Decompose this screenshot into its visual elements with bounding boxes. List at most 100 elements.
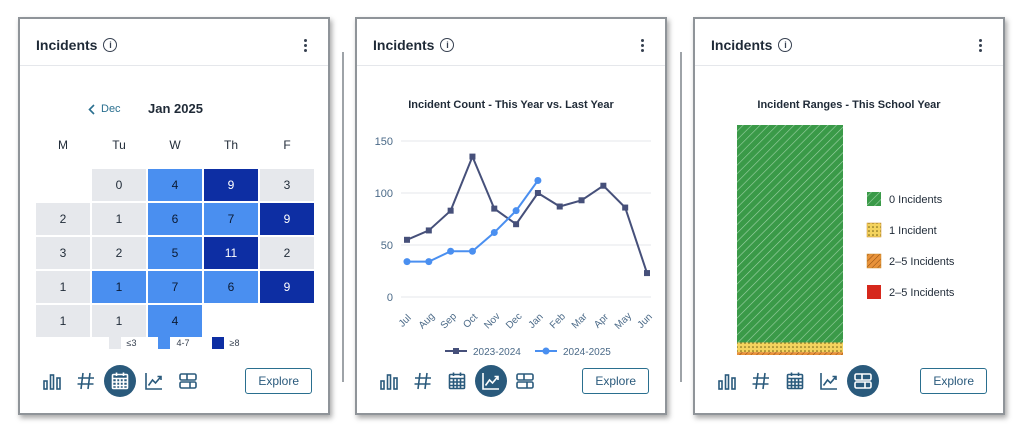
range-icon [179, 373, 197, 389]
range-segment[interactable] [737, 125, 843, 343]
x-tick-label: Oct [461, 312, 480, 331]
data-point[interactable] [468, 247, 476, 255]
data-point[interactable] [469, 153, 476, 160]
view-bar-chart-button[interactable] [373, 365, 405, 397]
more-menu-icon[interactable] [973, 33, 987, 57]
calendar-day-cell[interactable]: 9 [204, 169, 258, 201]
data-point[interactable] [600, 182, 607, 189]
view-calendar-button[interactable] [104, 365, 136, 397]
data-point[interactable] [425, 227, 432, 234]
view-line-chart-button[interactable] [813, 365, 845, 397]
calendar-day-cell[interactable]: 6 [148, 203, 202, 235]
data-point[interactable] [556, 203, 563, 210]
weekday-header: Tu [112, 138, 126, 152]
data-point[interactable] [404, 236, 410, 243]
info-icon[interactable]: i [103, 38, 118, 52]
card-header: Incidents i [373, 33, 651, 57]
data-point[interactable] [425, 258, 433, 266]
range-segment[interactable] [737, 342, 843, 353]
range-icon [854, 373, 872, 389]
data-point[interactable] [513, 221, 520, 228]
data-point[interactable] [622, 204, 629, 211]
view-bar-chart-button[interactable] [711, 365, 743, 397]
legend-swatch [867, 285, 881, 299]
range-segment[interactable] [737, 352, 843, 355]
legend-item: 4-7 [158, 337, 190, 349]
calendar-day-cell[interactable]: 2 [36, 203, 90, 235]
card-title: Incidents [36, 37, 98, 53]
range-icon [516, 373, 534, 389]
explore-button[interactable]: Explore [920, 368, 987, 394]
view-calendar-button[interactable] [441, 365, 473, 397]
view-calendar-button[interactable] [779, 365, 811, 397]
more-menu-icon[interactable] [635, 33, 649, 57]
calendar-day-cell[interactable]: 1 [36, 305, 90, 337]
calendar-day-cell[interactable]: 3 [36, 237, 90, 269]
calendar-day-cell[interactable]: 7 [204, 203, 258, 235]
data-point[interactable] [512, 207, 520, 215]
data-point[interactable] [447, 207, 454, 214]
weekday-header: M [58, 138, 68, 152]
calendar-day-cell[interactable]: 5 [148, 237, 202, 269]
legend-swatch [108, 337, 121, 349]
range-chart: 0 Incidents 1 Incident 2–5 Incidents 2–5 In… [737, 125, 955, 355]
chevron-left-icon [88, 103, 95, 115]
data-point[interactable] [578, 197, 585, 204]
calendar-day-cell[interactable]: 9 [260, 203, 314, 235]
view-hash-button[interactable] [407, 365, 439, 397]
view-line-chart-button[interactable] [138, 365, 170, 397]
calendar-day-cell[interactable]: 7 [148, 271, 202, 303]
x-tick-label: Jul [397, 313, 414, 330]
bar-chart-icon [43, 374, 61, 390]
calendar-empty-cell [260, 305, 314, 337]
x-tick-label: Apr [592, 311, 611, 330]
view-hash-button[interactable] [745, 365, 777, 397]
data-point[interactable] [491, 205, 498, 212]
data-point[interactable] [534, 177, 542, 185]
calendar-day-cell[interactable]: 3 [260, 169, 314, 201]
info-icon[interactable]: i [440, 38, 455, 52]
calendar-day-cell[interactable]: 11 [204, 237, 258, 269]
view-hash-button[interactable] [70, 365, 102, 397]
more-menu-icon[interactable] [298, 33, 312, 57]
explore-button[interactable]: Explore [245, 368, 312, 394]
legend-label: 4-7 [176, 338, 190, 348]
data-point[interactable] [490, 229, 498, 237]
calendar-day-cell[interactable]: 2 [92, 237, 146, 269]
y-tick-label: 100 [375, 188, 393, 200]
data-point[interactable] [534, 190, 541, 196]
prev-month-button[interactable]: Dec [88, 103, 121, 115]
calendar-day-cell[interactable]: 0 [92, 169, 146, 201]
view-range-button[interactable] [847, 365, 879, 397]
header-divider [357, 65, 665, 66]
legend-label: 2–5 Incidents [889, 287, 955, 299]
x-tick-label: Aug [417, 311, 437, 331]
calendar-day-cell[interactable]: 4 [148, 169, 202, 201]
data-point[interactable] [447, 247, 455, 255]
calendar-day-cell[interactable]: 2 [260, 237, 314, 269]
data-point[interactable] [403, 258, 411, 266]
card-footer: Explore [373, 365, 649, 397]
view-bar-chart-button[interactable] [36, 365, 68, 397]
calendar-day-cell[interactable]: 1 [92, 271, 146, 303]
x-tick-label: Jan [527, 312, 546, 331]
data-point[interactable] [644, 270, 650, 277]
info-icon[interactable]: i [778, 38, 793, 52]
calendar-day-cell[interactable]: 4 [148, 305, 202, 337]
calendar-day-cell[interactable]: 1 [92, 203, 146, 235]
header-divider [20, 65, 328, 66]
view-range-button[interactable] [172, 365, 204, 397]
hash-icon [414, 372, 431, 390]
view-range-button[interactable] [509, 365, 541, 397]
hash-icon [77, 372, 94, 390]
calendar-day-cell[interactable]: 9 [260, 271, 314, 303]
line-chart: 0 50 100 150 Jul Aug Sep Oct Nov Dec Jan Feb Mar Apr M… [375, 136, 655, 358]
calendar-day-cell[interactable]: 1 [92, 305, 146, 337]
incidents-calendar-card: Incidents i Dec Jan 2025 M Tu W Th F 0 4 9 3 2 1 6 7… [18, 17, 330, 415]
calendar-day-cell[interactable]: 6 [204, 271, 258, 303]
card-footer: Explore [36, 365, 312, 397]
calendar-day-cell[interactable]: 1 [36, 271, 90, 303]
view-line-chart-button[interactable] [475, 365, 507, 397]
explore-button[interactable]: Explore [582, 368, 649, 394]
legend-label: 2024-2025 [563, 347, 611, 358]
